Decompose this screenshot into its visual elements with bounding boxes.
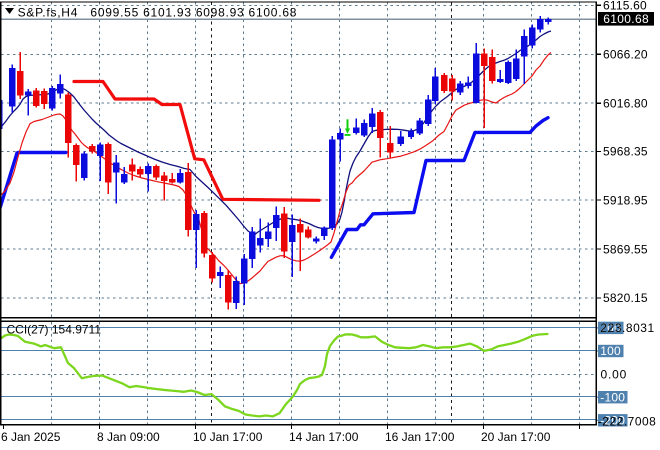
svg-text:20 Jan 17:00: 20 Jan 17:00: [481, 430, 551, 444]
svg-text:10 Jan 17:00: 10 Jan 17:00: [193, 430, 263, 444]
svg-text:6100.68: 6100.68: [603, 12, 649, 26]
svg-text:5869.55: 5869.55: [603, 242, 648, 256]
svg-text:5968.35: 5968.35: [603, 145, 648, 159]
svg-text:100: 100: [600, 344, 621, 358]
svg-text:16 Jan 17:00: 16 Jan 17:00: [385, 430, 455, 444]
svg-text:-222.7008: -222.7008: [598, 414, 657, 428]
svg-text:0.00: 0.00: [601, 367, 628, 381]
svg-text:200: 200: [600, 321, 621, 335]
svg-text:5918.95: 5918.95: [603, 193, 648, 207]
svg-text:6016.80: 6016.80: [603, 96, 648, 110]
svg-text:S&P.fs,H4 6099.55 6101.93 60: S&P.fs,H4 6099.55 6101.93 6098.93 6100.6…: [18, 5, 298, 19]
svg-text:8 Jan 09:00: 8 Jan 09:00: [97, 430, 160, 444]
svg-text:-100: -100: [600, 390, 625, 404]
svg-text:5820.15: 5820.15: [603, 291, 648, 305]
svg-text:223.8031: 223.8031: [600, 321, 654, 335]
svg-text:CCI(27) 154.9711: CCI(27) 154.9711: [7, 322, 102, 336]
svg-text:6066.20: 6066.20: [603, 48, 648, 62]
svg-text:6115.60: 6115.60: [603, 0, 647, 13]
svg-text:14 Jan 17:00: 14 Jan 17:00: [289, 430, 359, 444]
svg-text:-200: -200: [600, 414, 625, 428]
svg-text:6 Jan 2025: 6 Jan 2025: [1, 430, 61, 444]
